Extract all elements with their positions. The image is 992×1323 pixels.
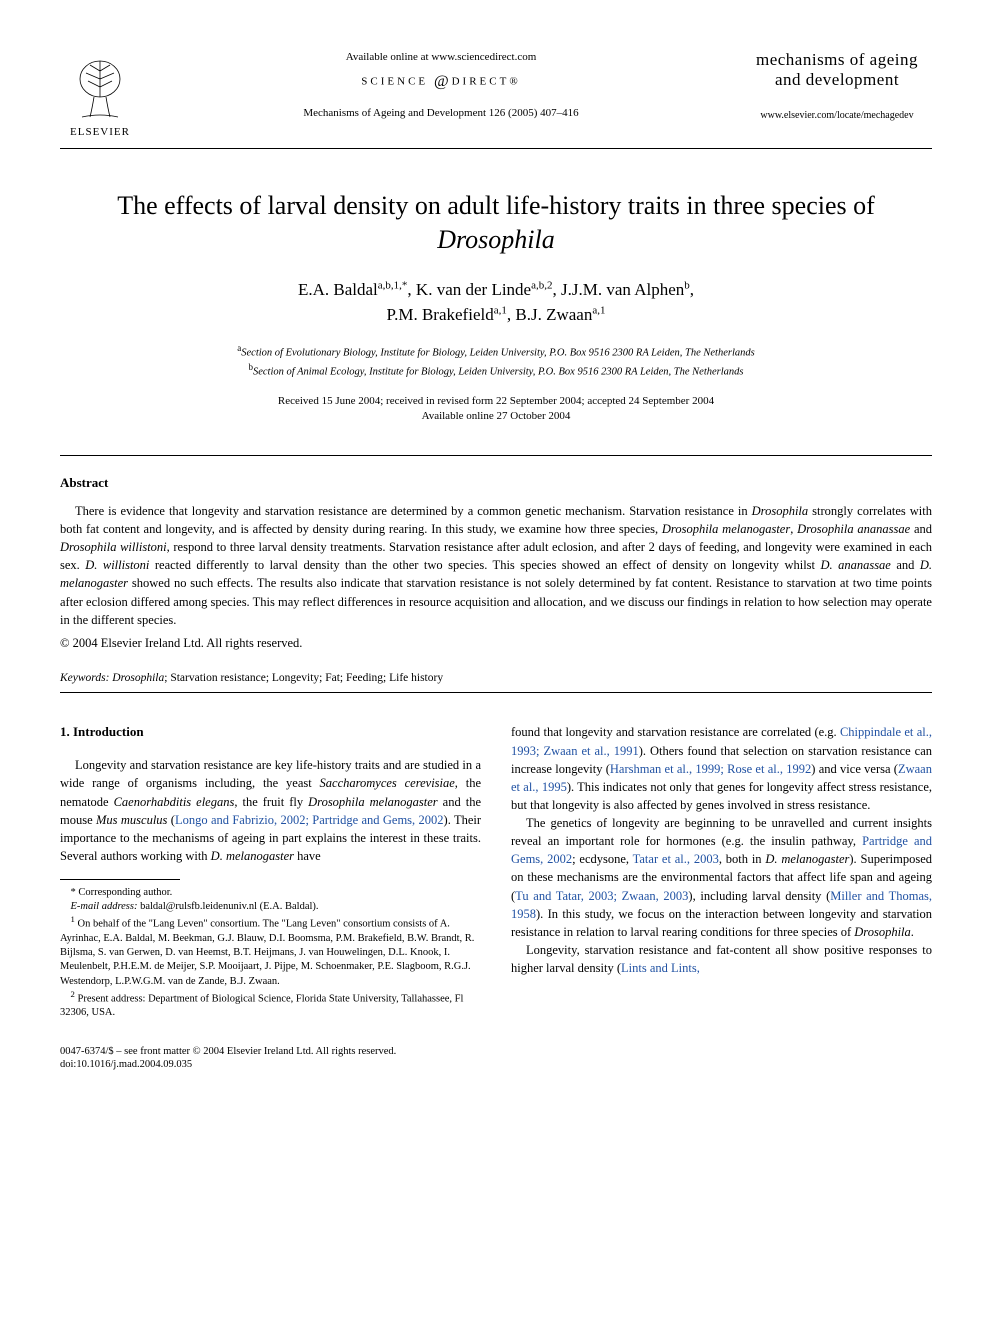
intro-para-1: Longevity and starvation resistance are … [60, 756, 481, 865]
citation-link[interactable]: Tu and Tatar, 2003; Zwaan, 2003 [515, 889, 688, 903]
citation-link[interactable]: Tatar et al., 2003 [633, 852, 719, 866]
article-title: The effects of larval density on adult l… [60, 189, 932, 257]
elsevier-tree-icon [72, 59, 128, 121]
publisher-name: ELSEVIER [70, 125, 130, 140]
pre-abstract-rule [60, 455, 932, 456]
publisher-logo: ELSEVIER [60, 50, 140, 140]
right-column: found that longevity and starvation resi… [511, 723, 932, 1020]
journal-box: mechanisms of ageing and development www… [742, 50, 932, 123]
sciencedirect-logo: SCIENCE @DIRECT® [160, 71, 722, 93]
sd-reg: ® [509, 76, 520, 88]
author-5: , B.J. Zwaan [507, 305, 592, 324]
keywords-list: ; Starvation resistance; Longevity; Fat;… [164, 672, 443, 684]
intro-para-3: Longevity, starvation resistance and fat… [511, 941, 932, 977]
corresponding-author: * Corresponding author. [60, 886, 481, 900]
author-sep: , [690, 280, 694, 299]
footer-copyright: 0047-6374/$ – see front matter © 2004 El… [60, 1045, 932, 1059]
header-center: Available online at www.sciencedirect.co… [140, 50, 742, 121]
abstract-body: There is evidence that longevity and sta… [60, 502, 932, 629]
journal-reference: Mechanisms of Ageing and Development 126… [160, 106, 722, 121]
citation-link[interactable]: Longo and Fabrizio, 2002; Partridge and … [175, 813, 444, 827]
author-4-affil: a,1 [494, 304, 507, 316]
footnote-2: 2 Present address: Department of Biologi… [60, 989, 481, 1021]
keywords-italic: Drosophila [109, 672, 164, 684]
citation-link[interactable]: Harshman et al., 1999; Rose et al., 1992 [610, 762, 811, 776]
intro-para-2: The genetics of longevity are beginning … [511, 814, 932, 941]
journal-title: mechanisms of ageing and development [742, 50, 932, 91]
dates-received: Received 15 June 2004; received in revis… [278, 395, 714, 407]
abstract-heading: Abstract [60, 474, 932, 492]
footnotes: * Corresponding author. E-mail address: … [60, 886, 481, 1021]
affil-a: Section of Evolutionary Biology, Institu… [241, 347, 754, 358]
author-1: E.A. Baldal [298, 280, 378, 299]
footer-doi: doi:10.1016/j.mad.2004.09.035 [60, 1058, 932, 1072]
page-footer: 0047-6374/$ – see front matter © 2004 El… [60, 1045, 932, 1072]
journal-title-line1: mechanisms of ageing [756, 50, 918, 69]
author-2-affil: a,b,2 [531, 279, 552, 291]
section-1-heading: 1. Introduction [60, 723, 481, 742]
affil-b: Section of Animal Ecology, Institute for… [253, 366, 744, 377]
post-keywords-rule [60, 692, 932, 693]
author-3: , J.J.M. van Alphen [553, 280, 685, 299]
author-1-affil: a,b,1,* [378, 279, 408, 291]
keywords: Keywords: Drosophila; Starvation resista… [60, 670, 932, 686]
keywords-label: Keywords: [60, 672, 109, 684]
affiliations: aSection of Evolutionary Biology, Instit… [60, 342, 932, 380]
authors: E.A. Baldala,b,1,*, K. van der Lindea,b,… [60, 277, 932, 328]
footnote-1: 1 On behalf of the "Lang Leven" consorti… [60, 914, 481, 988]
dates-online: Available online 27 October 2004 [422, 410, 571, 422]
footnote-rule [60, 879, 180, 880]
page-header: ELSEVIER Available online at www.science… [60, 50, 932, 140]
header-rule [60, 148, 932, 149]
available-online-text: Available online at www.sciencedirect.co… [160, 50, 722, 65]
title-italic: Drosophila [437, 225, 555, 254]
sd-right: DIRECT [452, 76, 510, 88]
sd-at-icon: @ [434, 73, 452, 90]
left-column: 1. Introduction Longevity and starvation… [60, 723, 481, 1020]
author-5-affil: a,1 [592, 304, 605, 316]
body-columns: 1. Introduction Longevity and starvation… [60, 723, 932, 1020]
copyright: © 2004 Elsevier Ireland Ltd. All rights … [60, 635, 932, 653]
email-footnote: E-mail address: baldal@rulsfb.leidenuniv… [60, 900, 481, 914]
article-dates: Received 15 June 2004; received in revis… [60, 394, 932, 425]
author-4: P.M. Brakefield [387, 305, 494, 324]
intro-para-1-cont: found that longevity and starvation resi… [511, 723, 932, 814]
sd-left: SCIENCE [361, 76, 428, 88]
citation-link[interactable]: Lints and Lints, [621, 961, 700, 975]
author-2: , K. van der Linde [407, 280, 531, 299]
title-text: The effects of larval density on adult l… [117, 191, 875, 220]
journal-url: www.elsevier.com/locate/mechagedev [742, 109, 932, 123]
journal-title-line2: and development [775, 70, 899, 89]
